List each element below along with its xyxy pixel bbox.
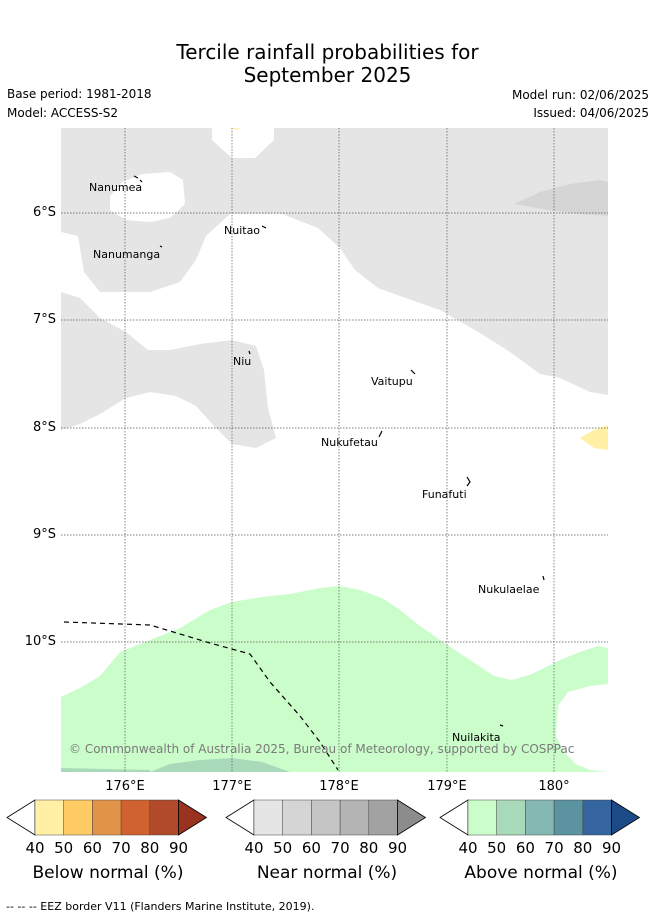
issued-date: Issued: 04/06/2025 xyxy=(533,106,649,120)
colorbar-over-tip xyxy=(611,799,641,836)
colorbar-segment xyxy=(253,799,283,836)
colorbar-over-tip xyxy=(397,799,427,836)
island-nanumea xyxy=(133,175,143,183)
above-normal-darker-region xyxy=(150,758,290,772)
model-name: Model: ACCESS-S2 xyxy=(7,106,119,120)
island-niu xyxy=(248,350,251,355)
colorbar-tick-label: 40 xyxy=(244,839,264,857)
place-label-nuitao: Nuitao xyxy=(224,224,261,237)
colorbar-tick-label: 50 xyxy=(54,839,74,857)
eez-legend-note: -- -- -- EEZ border V11 (Flanders Marine… xyxy=(6,900,315,913)
place-label-nukufetau: Nukufetau xyxy=(321,436,378,449)
colorbar-tick-label: 50 xyxy=(273,839,293,857)
colorbar-tick-label: 80 xyxy=(140,839,160,857)
map-title: Tercile rainfall probabilities for Septe… xyxy=(0,41,655,87)
place-label-nukulaelae: Nukulaelae xyxy=(478,583,540,596)
lat-label: 10°S xyxy=(24,634,56,649)
near-normal-darker-region xyxy=(514,180,608,216)
colorbar-under-tip xyxy=(6,799,36,836)
white-patch xyxy=(556,684,608,772)
place-label-funafuti: Funafuti xyxy=(422,488,467,501)
copyright-notice: © Commonwealth of Australia 2025, Bureau… xyxy=(69,742,575,756)
colorbar-title-above: Above normal (%) xyxy=(464,863,618,883)
colorbar-tick-label: 90 xyxy=(168,839,189,857)
colorbar-segment xyxy=(282,799,312,836)
title-line-2: September 2025 xyxy=(243,63,412,87)
title-line-1: Tercile rainfall probabilities for xyxy=(176,40,479,64)
map-plot-area xyxy=(61,128,608,772)
model-run-date: Model run: 02/06/2025 xyxy=(511,88,649,102)
colorbar-tick-label: 60 xyxy=(515,839,535,857)
colorbar-tick-label: 60 xyxy=(82,839,102,857)
lat-label: 9°S xyxy=(32,527,56,542)
place-label-nuilakita: Nuilakita xyxy=(452,731,501,744)
above-normal-region xyxy=(61,586,608,772)
island-nukufetau xyxy=(378,430,383,438)
base-period: Base period: 1981-2018 xyxy=(7,87,152,101)
lon-label: 176°E xyxy=(105,779,145,794)
colorbar-segment xyxy=(553,799,584,836)
colorbar-segment xyxy=(149,799,179,836)
colorbar-over-tip xyxy=(178,799,208,836)
island-nuitao xyxy=(261,225,267,229)
eez-border xyxy=(63,621,339,771)
colorbar-segment xyxy=(92,799,122,836)
place-label-niu: Niu xyxy=(233,355,252,368)
lon-label: 179°E xyxy=(427,779,467,794)
colorbar-under-tip xyxy=(439,799,469,836)
colorbar-segment xyxy=(311,799,341,836)
colorbar-segment xyxy=(496,799,526,836)
colorbar-above xyxy=(439,799,641,836)
colorbar-tick-label: 70 xyxy=(544,839,564,857)
colorbar-tick-label: 70 xyxy=(330,839,350,857)
colorbar-segment xyxy=(120,799,151,836)
island-funafuti xyxy=(466,476,471,487)
lon-label: 178°E xyxy=(319,779,359,794)
colorbar-tick-label: 70 xyxy=(111,839,131,857)
near-normal-region xyxy=(61,128,608,395)
colorbar-below xyxy=(6,799,208,836)
island-vaitupu xyxy=(410,369,416,375)
place-label-nanumea: Nanumea xyxy=(89,181,143,194)
colorbar-segment xyxy=(63,799,93,836)
colorbar-segment xyxy=(467,799,497,836)
lat-label: 7°S xyxy=(32,312,56,327)
colorbar-segment xyxy=(339,799,370,836)
colorbar-tick-label: 50 xyxy=(487,839,507,857)
above-normal-darker-region xyxy=(61,768,150,772)
colorbar-segment xyxy=(525,799,555,836)
colorbar-tick-label: 60 xyxy=(301,839,321,857)
colorbar-title-near: Near normal (%) xyxy=(256,863,398,883)
island-nanumanga xyxy=(159,245,163,248)
island-nukulaelae xyxy=(542,575,545,581)
colorbar-title-below: Below normal (%) xyxy=(32,863,184,883)
colorbar-near xyxy=(225,799,427,836)
below-normal-region xyxy=(580,425,608,450)
below-normal-region xyxy=(232,128,240,130)
place-label-nanumanga: Nanumanga xyxy=(93,248,161,261)
white-patch xyxy=(110,172,185,222)
lat-label: 8°S xyxy=(32,420,56,435)
colorbar-tick-label: 80 xyxy=(573,839,593,857)
island-nuilakita xyxy=(499,724,504,727)
colorbar-segment xyxy=(582,799,612,836)
place-label-vaitupu: Vaitupu xyxy=(371,375,413,388)
colorbar-tick-label: 80 xyxy=(359,839,379,857)
gridlines xyxy=(61,128,608,772)
colorbar-tick-label: 40 xyxy=(458,839,478,857)
lon-label: 177°E xyxy=(212,779,252,794)
colorbar-tick-label: 40 xyxy=(25,839,45,857)
colorbar-segment xyxy=(368,799,398,836)
colorbar-segment xyxy=(34,799,64,836)
colorbar-tick-label: 90 xyxy=(387,839,408,857)
lon-label: 180° xyxy=(538,779,570,794)
colorbar-under-tip xyxy=(225,799,255,836)
lat-label: 6°S xyxy=(32,205,56,220)
near-normal-region xyxy=(61,292,276,448)
island-marks xyxy=(133,175,545,727)
colorbar-tick-label: 90 xyxy=(601,839,622,857)
